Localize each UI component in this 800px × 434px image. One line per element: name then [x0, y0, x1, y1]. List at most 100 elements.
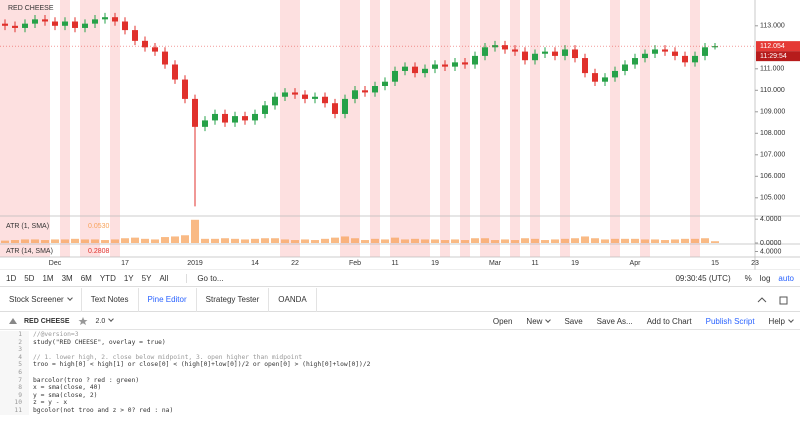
tab[interactable]: Pine Editor: [139, 287, 197, 312]
bg-highlight: [340, 0, 350, 257]
atr-bar: [711, 241, 719, 243]
clock: 09:30:45 (UTC): [675, 273, 731, 283]
code-text: study("RED CHEESE", overlay = true): [33, 338, 166, 346]
action[interactable]: New: [519, 317, 557, 326]
candle-body: [172, 64, 178, 80]
candle-body: [462, 62, 468, 65]
atr-bar: [371, 238, 379, 243]
candle-body: [442, 64, 448, 67]
range-button[interactable]: 3M: [61, 273, 73, 283]
bg-highlight: [80, 0, 90, 257]
candle-body: [152, 47, 158, 52]
code-line: 11 bgcolor(not troo and z > 0? red : na): [0, 406, 800, 415]
range-button[interactable]: 1M: [42, 273, 54, 283]
line-number: 1: [0, 331, 29, 339]
code-line: 8 x = sma(close, 40): [0, 384, 800, 392]
code-text: y = sma(close, 2): [33, 391, 98, 399]
candle-body: [282, 92, 288, 97]
atr-bar: [271, 238, 279, 243]
candle-body: [142, 40, 148, 48]
atr-bar: [361, 240, 369, 243]
atr-bar: [661, 240, 669, 243]
candle-body: [242, 116, 248, 121]
range-button[interactable]: 1Y: [123, 273, 134, 283]
candle-body: [432, 64, 438, 69]
atr-bar: [701, 238, 709, 243]
candle-body: [612, 70, 618, 78]
range-list: 1D 5D 1M 3M 6M YTD 1Y 5Y All: [0, 274, 176, 283]
action[interactable]: Help: [762, 317, 800, 326]
atr-bar: [151, 239, 159, 243]
x-tick-label: Apr: [630, 260, 642, 267]
version[interactable]: 2.0: [96, 317, 114, 325]
goto[interactable]: Go to...: [186, 273, 224, 283]
indicator-value: 0.2808: [88, 248, 110, 255]
log-toggle[interactable]: log: [759, 273, 771, 283]
atr-bar: [551, 239, 559, 243]
range-button[interactable]: 5D: [24, 273, 35, 283]
range-button[interactable]: 6M: [80, 273, 92, 283]
bg-highlight: [410, 0, 420, 257]
atr-bar: [671, 239, 679, 243]
x-tick-label: 2019: [187, 260, 203, 267]
star-icon[interactable]: [78, 316, 90, 326]
atr-bar: [321, 238, 329, 243]
tab[interactable]: OANDA: [269, 287, 317, 312]
candle-body: [132, 30, 138, 41]
action[interactable]: Save: [564, 316, 583, 326]
candle-body: [422, 68, 428, 74]
indicator-title: ATR (14, SMA): [6, 248, 53, 255]
candle-body: [122, 21, 128, 31]
bg-highlight: [460, 0, 470, 257]
auto-toggle[interactable]: auto: [778, 273, 794, 283]
tab[interactable]: Stock Screener: [0, 287, 82, 312]
y-tick-label: 113.000: [760, 23, 785, 30]
script-icon: [9, 318, 17, 324]
atr-bar: [261, 238, 269, 243]
code-line: 6: [0, 368, 800, 377]
code-text: barcolor(troo ? red : green): [33, 376, 140, 384]
x-tick-label: 11: [391, 260, 398, 267]
code-line: 7 barcolor(troo ? red : green): [0, 376, 800, 385]
y-tick-label: 110.000: [760, 87, 785, 94]
atr-bar: [481, 238, 489, 243]
action[interactable]: Publish Script: [705, 316, 755, 326]
range-button[interactable]: 1D: [6, 273, 17, 283]
range-button[interactable]: All: [159, 273, 169, 283]
bg-highlight: [110, 0, 120, 257]
candle-body: [92, 19, 98, 24]
panel-icons[interactable]: [754, 294, 794, 306]
x-tick-label: 15: [711, 260, 719, 267]
bg-highlight: [350, 0, 360, 257]
code-text: z = y - x: [33, 399, 68, 407]
code-text: // 1. lower high, 2. close below midpoin…: [33, 353, 303, 361]
candle-body: [72, 21, 78, 28]
percent-toggle[interactable]: %: [744, 273, 752, 283]
bg-highlight: [530, 0, 540, 257]
code-text: x = sma(close, 40): [33, 384, 102, 392]
atr-bar: [411, 238, 419, 243]
tab[interactable]: Text Notes: [82, 287, 139, 312]
atr-bar: [131, 237, 139, 243]
atr-bar: [511, 240, 519, 243]
candle-body: [112, 17, 118, 22]
x-tick-label: Mar: [489, 260, 502, 267]
chart: 105.000106.000107.000108.000109.000110.0…: [0, 0, 800, 270]
candle-body: [162, 51, 168, 65]
atr-bar: [141, 238, 149, 243]
line-number: 2: [0, 338, 29, 347]
range-button[interactable]: 5Y: [141, 273, 152, 283]
action[interactable]: Add to Chart: [646, 316, 692, 326]
x-tick-label: 11: [531, 260, 538, 267]
candle-body: [372, 86, 378, 93]
action[interactable]: Open: [492, 316, 513, 326]
action[interactable]: Save As...: [596, 316, 633, 326]
atr-bar: [71, 238, 79, 243]
y-tick-label: 4.0000: [760, 248, 782, 255]
tab[interactable]: Strategy Tester: [197, 287, 270, 312]
candle-body: [662, 49, 668, 52]
range-button[interactable]: YTD: [99, 273, 116, 283]
candle-body: [202, 120, 208, 127]
candle-body: [622, 64, 628, 71]
candle-body: [532, 53, 538, 61]
